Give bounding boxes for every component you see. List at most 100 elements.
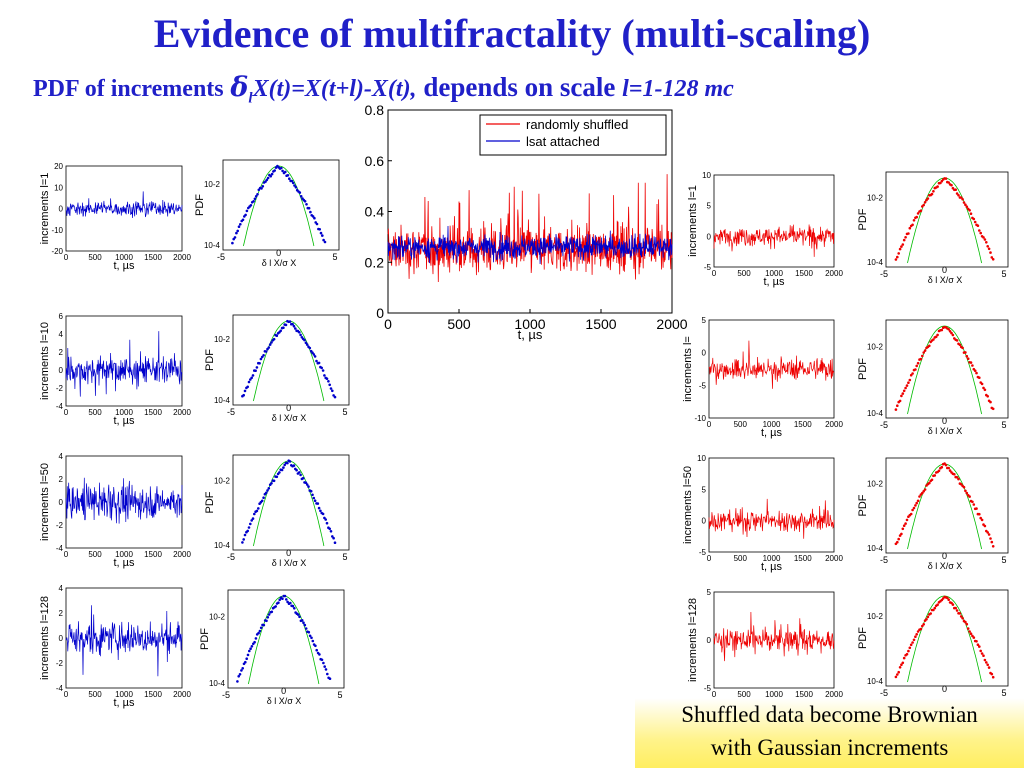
ts-blue-50-xaxis-label: t, µs — [113, 557, 135, 569]
pdf-blue-128-point — [255, 633, 259, 636]
pdf-blue-50-point — [254, 510, 257, 513]
pdf-red-50-point — [982, 523, 985, 526]
pdf-blue-50-point — [251, 517, 255, 520]
pdf-blue-1-point — [277, 166, 281, 169]
pdf-blue-1-point — [284, 170, 287, 174]
pdf-red-1-xtick-label: 0 — [942, 265, 947, 275]
pdf-red-128-point — [904, 654, 907, 657]
ts-red-10-xtick-label: 500 — [734, 420, 748, 429]
pdf-blue-128-point — [249, 647, 252, 650]
pdf-blue-128-point — [263, 619, 267, 622]
ts-red-50-ytick-label: 0 — [702, 517, 707, 526]
ts-blue-1-xtick-label: 1000 — [115, 253, 133, 262]
subtitle-range: l=1-128 mc — [622, 76, 734, 102]
ts-blue-10-line — [65, 331, 183, 397]
pdf-blue-1-point — [295, 188, 299, 192]
pdf-blue-1-point — [281, 169, 284, 173]
ts-blue-10-ytick-label: 6 — [59, 312, 64, 321]
pdf-blue-1-point — [231, 241, 234, 245]
ts-blue-128-ytick-label: -4 — [56, 684, 64, 693]
pdf-blue-50-point — [324, 518, 328, 521]
pdf-red-128-point — [909, 643, 913, 647]
pdf-blue-50-point — [286, 461, 289, 465]
ts-blue-128-xtick-label: 2000 — [173, 690, 191, 699]
pdf-blue-1-gaussian-curve — [243, 165, 315, 247]
pdf-red-10-point — [911, 372, 914, 375]
ts-red-50-xtick-label: 2000 — [825, 554, 843, 563]
pdf-red-10-point — [979, 381, 982, 384]
ts-blue-128-ytick-label: -2 — [56, 659, 64, 668]
pdf-blue-10-point — [243, 389, 247, 393]
pdf-red-1-point — [959, 196, 963, 199]
pdf-red-128-point — [975, 640, 978, 643]
ts-red-128-ytick-label: -5 — [704, 684, 712, 693]
pdf-red-128-point — [912, 638, 916, 642]
pdf-red-50-point — [925, 484, 928, 487]
pdf-red-10-point — [904, 386, 907, 390]
caption-line-1: Shuffled data become Brownian — [681, 702, 978, 727]
pdf-red-128-point — [948, 601, 952, 604]
pdf-red-1-point — [976, 224, 980, 227]
pdf-blue-128-point — [282, 594, 286, 598]
pdf-blue-50-point — [258, 502, 261, 506]
pdf-red-1-point — [904, 236, 907, 239]
pdf-blue-1-point — [302, 198, 306, 202]
pdf-blue-50-point — [245, 530, 248, 534]
pdf-red-1-point — [951, 186, 955, 190]
pdf-red-128-point — [922, 623, 925, 626]
pdf-blue-1-ytick-label: 10-2 — [204, 180, 221, 189]
pdf-red-10-point — [948, 330, 952, 333]
ts-red-1-ytick-label: 5 — [707, 202, 712, 211]
pdf-blue-50-point — [255, 509, 259, 513]
pdf-red-1-point — [971, 216, 974, 220]
pdf-blue-10-point — [246, 385, 249, 389]
pdf-blue-128-point — [311, 639, 315, 643]
pdf-blue-1-ytick-label: 10-4 — [204, 241, 221, 250]
ts-red-128-ytick-label: 5 — [707, 588, 712, 597]
pdf-blue-128-ytick-label: 10-2 — [209, 612, 226, 621]
pdf-red-1-point — [964, 203, 967, 206]
pdf-blue-128-point — [306, 630, 309, 633]
pdf-red-50-point — [985, 529, 988, 533]
pdf-red-10-point — [926, 345, 930, 349]
pdf-red-1-gaussian-curve — [907, 177, 982, 264]
pdf-blue-1-yaxis-label: PDF — [194, 194, 206, 216]
pdf-red-1-point — [936, 185, 939, 188]
pdf-blue-1-point — [280, 166, 283, 170]
pdf-blue-128-point — [316, 651, 320, 655]
pdf-red-128-point — [958, 612, 962, 615]
pdf-red-50-point — [980, 518, 984, 522]
caption-line-2: with Gaussian increments — [710, 735, 949, 760]
ts-red-1-xtick-label: 2000 — [825, 269, 843, 278]
pdf-red-1-point — [896, 255, 899, 259]
main-ytick-label: 0 — [376, 305, 384, 321]
pdf-blue-128-point — [252, 642, 255, 646]
pdf-blue-50-point — [272, 479, 276, 483]
pdf-blue-128-point — [318, 653, 321, 656]
pdf-red-128-point — [976, 643, 980, 646]
pdf-red-128-point — [950, 601, 953, 605]
pdf-blue-50-point — [266, 489, 269, 492]
pdf-red-128-point — [991, 675, 995, 679]
pdf-blue-1-point — [323, 240, 327, 244]
ts-red-10-ytick-label: 0 — [702, 349, 707, 358]
pdf-red-50-point — [919, 493, 923, 496]
pdf-blue-1-point — [291, 181, 295, 185]
pdf-red-1-point — [900, 245, 903, 248]
pdf-red-50-point — [957, 477, 960, 481]
pdf-red-50-point — [936, 470, 939, 474]
pdf-red-1-point — [948, 183, 952, 186]
pdf-blue-128-point — [242, 662, 246, 666]
pdf-blue-1-point — [235, 231, 238, 235]
pdf-red-1-point — [983, 238, 987, 241]
ts-blue-128-line — [65, 605, 183, 677]
pdf-blue-128-point — [286, 600, 289, 604]
pdf-blue-50-point — [247, 526, 251, 529]
pdf-blue-128-point — [293, 607, 296, 610]
pdf-blue-1-point — [299, 195, 303, 198]
ts-blue-1-ytick-label: 0 — [59, 205, 64, 214]
pdf-blue-1-point — [276, 164, 279, 168]
ts-red-1-xtick-label: 1000 — [765, 269, 783, 278]
pdf-red-1-point — [901, 243, 905, 246]
pdf-blue-10-point — [323, 374, 326, 377]
